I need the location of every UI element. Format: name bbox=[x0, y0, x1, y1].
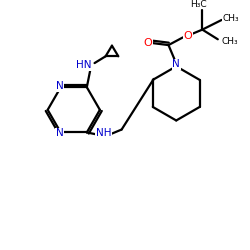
Text: HN: HN bbox=[76, 60, 92, 70]
Text: CH₃: CH₃ bbox=[222, 14, 239, 22]
Text: O: O bbox=[144, 38, 152, 48]
Text: H₃C: H₃C bbox=[190, 0, 207, 9]
Text: O: O bbox=[184, 32, 192, 42]
Text: ₃: ₃ bbox=[201, 0, 204, 6]
Text: N: N bbox=[172, 60, 180, 70]
Text: NH: NH bbox=[96, 128, 111, 138]
Text: CH₃: CH₃ bbox=[221, 37, 238, 46]
Text: N: N bbox=[56, 81, 64, 91]
Text: N: N bbox=[56, 128, 64, 138]
Text: H: H bbox=[192, 0, 198, 8]
